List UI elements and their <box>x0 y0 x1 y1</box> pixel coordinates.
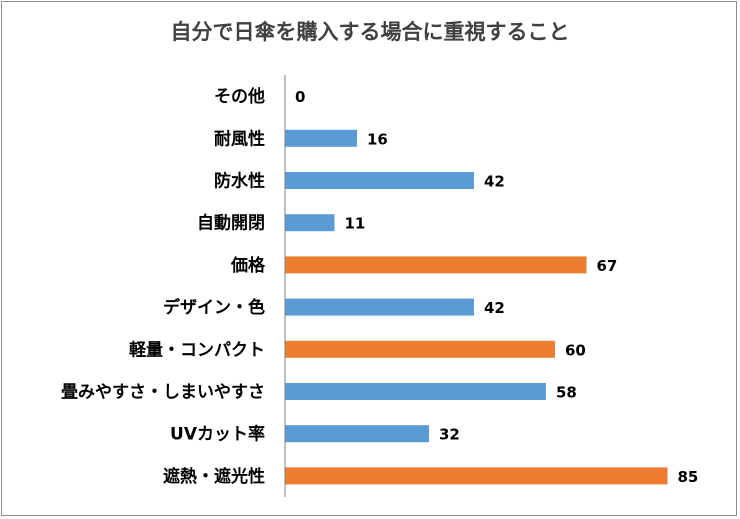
bar-1 <box>285 129 357 147</box>
bar-7 <box>285 383 546 400</box>
category-label-4: 価格 <box>230 255 266 276</box>
value-label-8: 32 <box>439 426 460 444</box>
value-label-2: 42 <box>484 173 505 191</box>
category-label-2: 防水性 <box>214 171 265 192</box>
value-label-9: 85 <box>678 468 699 486</box>
category-label-8: UVカット率 <box>170 424 265 445</box>
value-label-1: 16 <box>367 130 388 148</box>
bar-3 <box>285 214 335 232</box>
bar-4 <box>285 256 587 274</box>
bar-9 <box>285 467 668 485</box>
category-label-1: 耐風性 <box>214 128 265 149</box>
value-label-0: 0 <box>295 88 305 106</box>
bar-5 <box>285 298 474 316</box>
category-label-7: 畳みやすさ・しまいやすさ <box>61 383 265 403</box>
value-label-7: 58 <box>556 384 577 402</box>
category-label-5: デザイン・色 <box>163 297 265 318</box>
value-label-5: 42 <box>484 299 505 317</box>
category-label-3: 自動開閉 <box>197 213 265 234</box>
category-label-9: 遮熱・遮光性 <box>163 466 265 487</box>
bar-6 <box>285 340 555 358</box>
category-label-0: その他 <box>214 86 265 107</box>
chart-title: 自分で日傘を購入する場合に重視すること <box>170 20 570 44</box>
value-label-3: 11 <box>345 215 366 233</box>
bar-8 <box>285 425 429 443</box>
category-label-6: 軽量・コンパクト <box>129 339 265 360</box>
value-label-4: 67 <box>597 257 618 275</box>
bar-2 <box>285 172 474 189</box>
value-label-6: 60 <box>565 341 586 359</box>
